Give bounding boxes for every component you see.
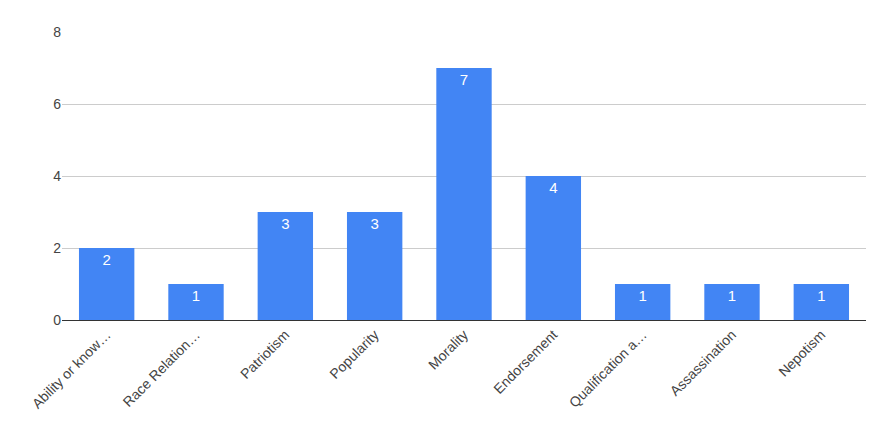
svg-text:4: 4 — [53, 168, 61, 184]
svg-text:Assassination: Assassination — [667, 327, 739, 399]
svg-text:Ability or know…: Ability or know… — [29, 327, 114, 412]
svg-text:2: 2 — [53, 240, 61, 256]
svg-text:2: 2 — [102, 251, 110, 268]
svg-text:Race Relation…: Race Relation… — [120, 327, 203, 410]
svg-text:6: 6 — [53, 96, 61, 112]
svg-text:0: 0 — [53, 312, 61, 328]
svg-text:Popularity: Popularity — [326, 327, 381, 382]
svg-text:8: 8 — [53, 24, 61, 40]
svg-text:Morality: Morality — [425, 327, 471, 373]
svg-text:3: 3 — [281, 215, 289, 232]
svg-text:Patriotism: Patriotism — [237, 327, 292, 382]
svg-text:1: 1 — [192, 287, 200, 304]
svg-text:3: 3 — [370, 215, 378, 232]
svg-text:1: 1 — [728, 287, 736, 304]
svg-text:Qualification a…: Qualification a… — [566, 327, 650, 411]
svg-text:1: 1 — [638, 287, 646, 304]
svg-text:Nepotism: Nepotism — [775, 327, 828, 380]
svg-text:7: 7 — [460, 71, 468, 88]
svg-text:4: 4 — [549, 179, 557, 196]
svg-text:Endorsement: Endorsement — [490, 326, 560, 396]
svg-text:1: 1 — [817, 287, 825, 304]
